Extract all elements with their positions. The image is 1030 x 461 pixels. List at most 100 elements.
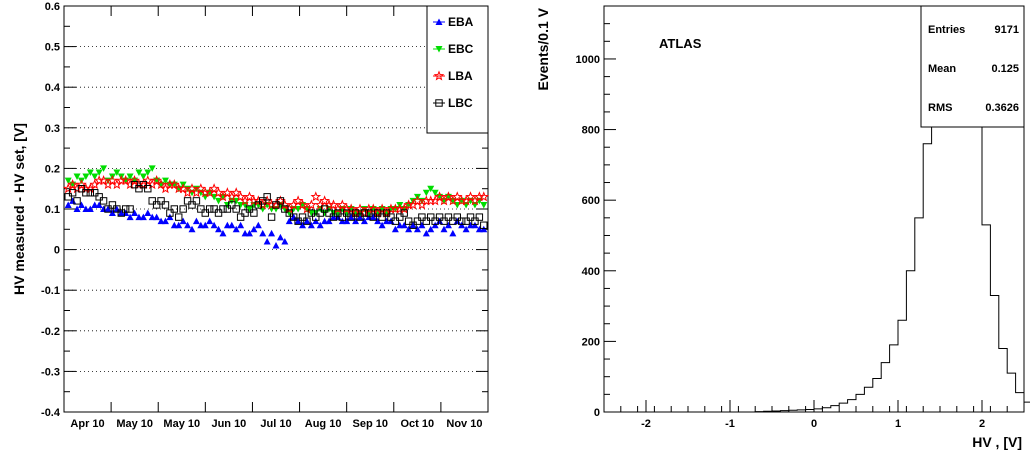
- legend-marker: [435, 18, 443, 25]
- data-point: [351, 209, 360, 217]
- data-point: [356, 213, 364, 221]
- data-point: [192, 217, 200, 225]
- data-point: [290, 213, 298, 221]
- data-point: [108, 209, 116, 217]
- data-point: [195, 183, 207, 194]
- data-point: [465, 191, 476, 202]
- data-point: [325, 209, 333, 217]
- data-point: [453, 213, 461, 221]
- x-tick-label: Jun 10: [211, 418, 246, 430]
- data-point: [161, 177, 169, 185]
- data-point: [303, 217, 311, 225]
- data-point: [113, 169, 121, 176]
- data-point: [91, 173, 99, 181]
- data-point: [73, 173, 81, 181]
- right-y-axis: 0 200 400 600 800 1000: [576, 23, 616, 419]
- data-point: [179, 205, 187, 213]
- data-point: [471, 221, 479, 229]
- data-point: [289, 213, 298, 221]
- data-point: [307, 221, 315, 229]
- data-point: [95, 169, 103, 176]
- legend-marker: [433, 70, 445, 81]
- data-point: [374, 217, 382, 225]
- data-point: [329, 213, 337, 221]
- data-point: [337, 199, 348, 210]
- data-point: [68, 189, 77, 197]
- data-point: [245, 229, 253, 237]
- y-tick-label: -0.4: [41, 407, 61, 419]
- data-point: [99, 197, 108, 205]
- data-point: [376, 203, 388, 214]
- data-point: [135, 185, 143, 193]
- data-point: [144, 169, 152, 176]
- x-tick-label: Nov 10: [446, 418, 482, 430]
- data-point: [161, 201, 170, 209]
- data-point: [391, 217, 400, 225]
- data-point: [369, 213, 377, 221]
- data-point: [285, 209, 293, 217]
- data-point: [241, 209, 249, 217]
- y-tick-label: 0.5: [45, 42, 60, 54]
- data-point: [338, 213, 347, 221]
- legend-item-lba: LBA: [433, 69, 473, 83]
- stats-box: Entries 9171 Mean 0.125 RMS 0.3626: [920, 5, 1025, 128]
- x-tick-label: May 10: [163, 418, 200, 430]
- data-point: [400, 221, 408, 229]
- data-point: [86, 169, 94, 176]
- y-tick-label: -0.2: [41, 326, 60, 338]
- data-point: [321, 217, 329, 225]
- data-point: [365, 213, 373, 221]
- data-point: [117, 209, 125, 217]
- data-point: [431, 189, 439, 197]
- y-tick-label: 0.4: [45, 82, 61, 94]
- data-point: [77, 185, 86, 193]
- data-point: [135, 213, 143, 221]
- data-point: [223, 205, 232, 213]
- data-point: [104, 205, 112, 212]
- data-point: [413, 217, 422, 225]
- data-point: [235, 191, 246, 202]
- data-point: [170, 205, 179, 213]
- data-point: [294, 217, 302, 225]
- y-tick-label: 400: [582, 266, 600, 278]
- data-point: [321, 210, 329, 217]
- data-point: [64, 177, 72, 185]
- data-point: [214, 209, 223, 217]
- data-point: [139, 213, 147, 221]
- data-point: [267, 213, 276, 221]
- data-point: [250, 209, 258, 217]
- legend-item-lbc: LBC: [433, 96, 473, 110]
- data-point: [440, 217, 448, 225]
- data-point: [462, 217, 470, 225]
- data-point: [241, 229, 249, 237]
- stats-rms-value: 0.3626: [985, 102, 1019, 114]
- data-point: [121, 205, 130, 213]
- legend-label: EBC: [448, 42, 474, 56]
- data-point: [95, 193, 103, 201]
- data-point: [312, 210, 320, 217]
- data-point: [153, 213, 161, 221]
- data-point: [64, 201, 72, 208]
- data-point: [444, 213, 453, 221]
- data-point: [245, 205, 254, 213]
- data-point: [343, 217, 351, 225]
- data-point: [206, 217, 214, 225]
- data-point: [400, 209, 408, 217]
- data-point: [188, 201, 196, 209]
- series-lbc: [64, 180, 488, 229]
- stats-mean-label: Mean: [928, 63, 956, 75]
- data-point: [281, 237, 289, 245]
- data-point: [449, 217, 457, 225]
- data-point: [436, 217, 444, 225]
- data-point: [263, 193, 271, 201]
- data-point: [345, 203, 357, 214]
- data-point: [230, 187, 242, 198]
- legend: EBA EBC LBA LBC: [426, 5, 489, 134]
- left-y-axis: -0.4 -0.3 -0.2 -0.1 0 0.1 0.2 0.3 0.4 0.5 0.6: [41, 1, 488, 419]
- data-point: [378, 221, 386, 229]
- data-point: [360, 217, 368, 225]
- data-point: [205, 205, 214, 213]
- data-point: [232, 225, 240, 233]
- data-point: [237, 221, 245, 229]
